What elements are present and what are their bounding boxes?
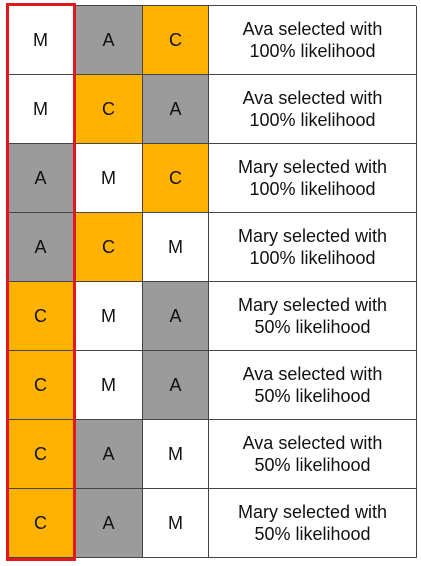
third-choice-cell: M	[143, 213, 209, 282]
third-choice-cell: A	[143, 75, 209, 144]
third-choice-cell: A	[143, 282, 209, 351]
result-line-2: 100% likelihood	[249, 248, 376, 268]
third-choice-cell: M	[143, 489, 209, 558]
first-choice-cell: M	[7, 6, 75, 75]
second-choice-cell: A	[75, 489, 143, 558]
result-cell: Ava selected with 100% likelihood	[209, 75, 417, 144]
result-line-1: Ava selected with	[242, 88, 383, 108]
result-line-2: 50% likelihood	[254, 317, 371, 337]
first-choice-cell: A	[7, 144, 75, 213]
second-choice-cell: M	[75, 351, 143, 420]
first-choice-cell: C	[7, 489, 75, 558]
result-cell: Ava selected with 50% likelihood	[209, 351, 417, 420]
result-line-1: Ava selected with	[242, 364, 383, 384]
first-choice-cell: A	[7, 213, 75, 282]
third-choice-cell: C	[143, 144, 209, 213]
result-line-1: Mary selected with	[237, 295, 388, 315]
result-line-2: 100% likelihood	[249, 179, 376, 199]
second-choice-cell: A	[75, 6, 143, 75]
result-line-1: Ava selected with	[242, 19, 383, 39]
result-line-1: Mary selected with	[237, 502, 388, 522]
second-choice-cell: M	[75, 144, 143, 213]
first-choice-cell: C	[7, 420, 75, 489]
result-cell: Ava selected with 50% likelihood	[209, 420, 417, 489]
result-line-1: Mary selected with	[237, 226, 388, 246]
result-line-2: 100% likelihood	[249, 110, 376, 130]
result-line-2: 50% likelihood	[254, 524, 371, 544]
third-choice-cell: C	[143, 6, 209, 75]
first-choice-cell: C	[7, 282, 75, 351]
third-choice-cell: A	[143, 351, 209, 420]
result-cell: Mary selected with 100% likelihood	[209, 144, 417, 213]
result-line-1: Ava selected with	[242, 433, 383, 453]
result-cell: Mary selected with 100% likelihood	[209, 213, 417, 282]
result-line-1: Mary selected with	[237, 157, 388, 177]
first-choice-cell: M	[7, 75, 75, 144]
ranking-table: M A C Ava selected with 100% likelihood …	[6, 5, 417, 558]
result-line-2: 100% likelihood	[249, 41, 376, 61]
result-line-2: 50% likelihood	[254, 455, 371, 475]
third-choice-cell: M	[143, 420, 209, 489]
second-choice-cell: C	[75, 213, 143, 282]
second-choice-cell: M	[75, 282, 143, 351]
result-cell: Mary selected with 50% likelihood	[209, 489, 417, 558]
second-choice-cell: C	[75, 75, 143, 144]
second-choice-cell: A	[75, 420, 143, 489]
result-cell: Ava selected with 100% likelihood	[209, 6, 417, 75]
result-cell: Mary selected with 50% likelihood	[209, 282, 417, 351]
first-choice-cell: C	[7, 351, 75, 420]
result-line-2: 50% likelihood	[254, 386, 371, 406]
